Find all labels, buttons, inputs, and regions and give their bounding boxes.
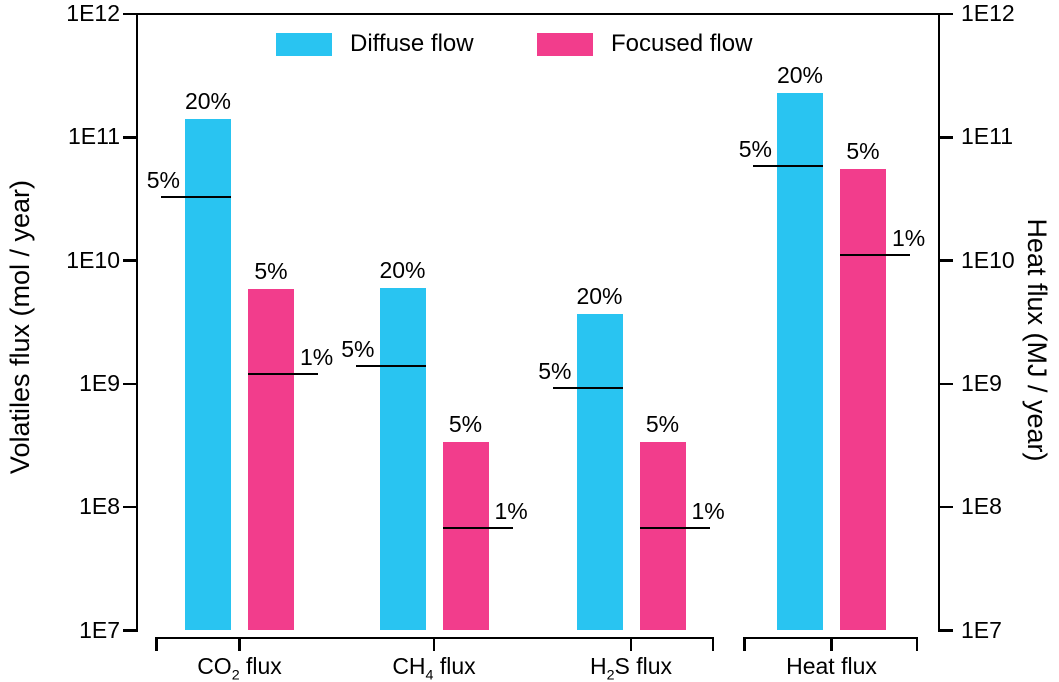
- marker-line-h2s-flux-focused: [639, 526, 710, 529]
- left-axis-tick: [122, 12, 136, 16]
- bar-top-label-co2-flux-diffuse: 20%: [184, 88, 232, 115]
- bar-ch4-flux-diffuse: [379, 287, 426, 631]
- focused-flow-swatch: [537, 32, 593, 56]
- category-bracket-1-right-cap: [915, 636, 918, 651]
- category-bracket-0: [155, 636, 714, 639]
- marker-label-ch4-flux-diffuse: 5%: [341, 335, 375, 362]
- diffuse-flow-swatch: [276, 32, 332, 56]
- bar-h2s-flux-focused: [639, 441, 686, 631]
- bar-co2-flux-focused: [248, 288, 294, 631]
- bar-h2s-flux-diffuse: [576, 313, 623, 631]
- plot-top-border: [135, 12, 941, 16]
- left-axis-tick: [122, 629, 136, 632]
- marker-label-co2-flux-focused: 1%: [300, 344, 334, 371]
- bar-top-label-co2-flux-focused: 5%: [254, 257, 288, 284]
- marker-label-ch4-flux-focused: 1%: [494, 497, 528, 524]
- category-label-h2s-flux: H2S flux: [589, 653, 673, 682]
- category-bracket-0-left-cap: [155, 636, 158, 651]
- bracket-tick-ch4-flux: [432, 636, 436, 651]
- category-label-co2-flux: CO2 flux: [197, 653, 282, 682]
- marker-label-h2s-flux-focused: 1%: [691, 497, 725, 524]
- left-axis-tick-label: 1E8: [79, 493, 120, 520]
- right-axis-line: [937, 14, 941, 632]
- bar-top-label-h2s-flux-focused: 5%: [645, 410, 680, 437]
- right-axis-tick-label: 1E8: [961, 493, 1002, 520]
- legend-label-focused-flow: Focused flow: [611, 30, 753, 57]
- marker-line-heat-flux-diffuse: [753, 165, 823, 168]
- legend-label-diffuse-flow: Diffuse flow: [350, 30, 474, 57]
- category-bracket-1-left-cap: [743, 636, 746, 651]
- category-label-ch4-flux: CH4 flux: [392, 653, 476, 682]
- marker-label-h2s-flux-diffuse: 5%: [538, 358, 572, 385]
- marker-line-co2-flux-diffuse: [161, 195, 231, 198]
- marker-label-co2-flux-diffuse: 5%: [146, 166, 180, 193]
- left-axis-tick-label: 1E11: [67, 123, 120, 150]
- category-label-heat-flux: Heat flux: [786, 653, 877, 679]
- left-axis-tick: [122, 136, 136, 139]
- marker-line-co2-flux-focused: [248, 373, 318, 376]
- bar-ch4-flux-focused: [442, 441, 489, 631]
- bar-heat-flux-diffuse: [777, 92, 823, 631]
- right-axis-tick: [940, 505, 954, 509]
- marker-line-heat-flux-focused: [840, 254, 910, 257]
- right-axis-tick: [940, 259, 954, 262]
- right-axis-tick: [940, 136, 954, 139]
- left-axis-tick-label: 1E9: [79, 369, 120, 396]
- bracket-tick-heat-flux: [830, 636, 833, 651]
- marker-line-ch4-flux-diffuse: [355, 364, 426, 367]
- left-axis-tick-label: 1E12: [66, 0, 120, 26]
- right-axis-tick-label: 1E9: [961, 369, 1002, 396]
- left-axis-tick: [122, 505, 136, 509]
- marker-label-heat-flux-focused: 1%: [892, 225, 926, 252]
- category-bracket-0-right-cap: [711, 636, 714, 651]
- bar-top-label-heat-flux-focused: 5%: [846, 138, 880, 165]
- left-axis-tick: [122, 382, 136, 386]
- bar-top-label-ch4-flux-focused: 5%: [448, 410, 483, 437]
- right-axis-tick-label: 1E12: [961, 0, 1015, 26]
- right-axis-tick-label: 1E11: [961, 123, 1014, 150]
- left-axis-title: Volatiles flux (mol / year): [5, 179, 35, 475]
- bracket-tick-h2s-flux: [629, 636, 633, 651]
- marker-line-ch4-flux-focused: [442, 526, 513, 529]
- right-axis-tick-label: 1E10: [961, 246, 1015, 273]
- bracket-tick-co2-flux: [238, 636, 241, 651]
- right-axis-tick-label: 1E7: [961, 616, 1002, 643]
- right-axis-title: Heat flux (MJ / year): [1022, 218, 1052, 462]
- left-axis-tick-label: 1E10: [66, 246, 120, 273]
- marker-line-h2s-flux-diffuse: [552, 387, 623, 390]
- legend-item-focused-flow: Focused flow: [537, 30, 752, 58]
- bar-co2-flux-diffuse: [185, 119, 231, 631]
- bar-heat-flux-focused: [840, 169, 886, 631]
- bar-top-label-h2s-flux-diffuse: 20%: [576, 282, 623, 309]
- category-bracket-1: [743, 636, 918, 639]
- right-axis-tick: [940, 382, 954, 386]
- left-axis-line: [135, 14, 139, 632]
- legend-item-diffuse-flow: Diffuse flow: [276, 30, 474, 58]
- bar-top-label-heat-flux-diffuse: 20%: [776, 61, 824, 88]
- right-axis-tick: [940, 12, 954, 16]
- right-axis-tick: [940, 629, 954, 632]
- marker-label-heat-flux-diffuse: 5%: [738, 136, 772, 163]
- left-axis-tick: [122, 259, 136, 262]
- left-axis-tick-label: 1E7: [79, 616, 120, 643]
- bar-top-label-ch4-flux-diffuse: 20%: [379, 256, 426, 283]
